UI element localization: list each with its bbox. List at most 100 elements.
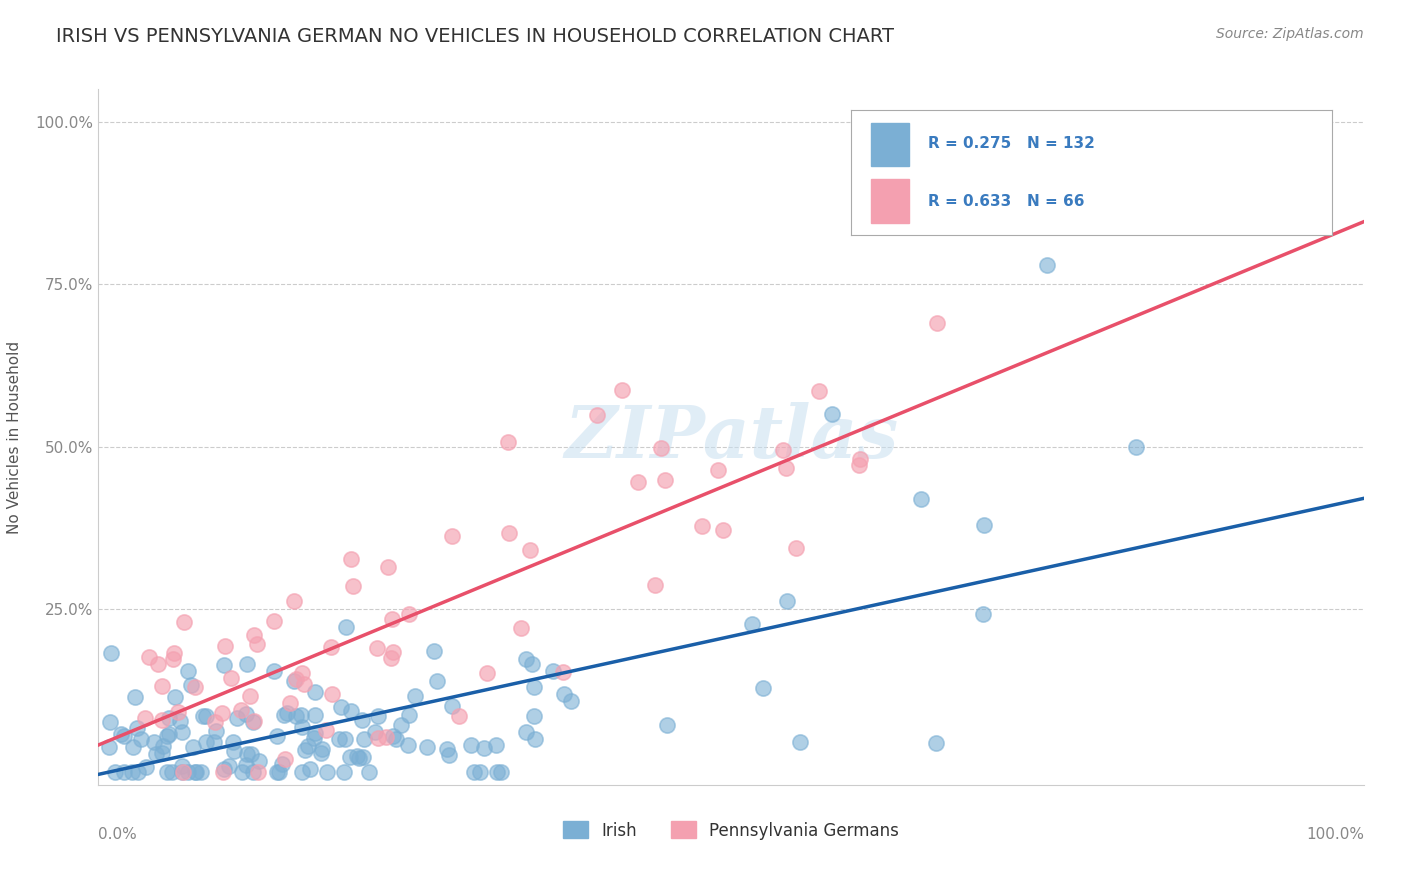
Irish bbox=[190, 764, 212, 779]
Irish bbox=[523, 708, 546, 723]
Pennsylvania Germans bbox=[243, 628, 266, 642]
Irish bbox=[352, 749, 374, 764]
Irish bbox=[247, 754, 270, 768]
Pennsylvania Germans bbox=[711, 523, 734, 537]
Pennsylvania Germans bbox=[519, 543, 541, 558]
Irish bbox=[236, 657, 259, 671]
Irish bbox=[150, 746, 173, 760]
Irish bbox=[134, 760, 156, 774]
Irish bbox=[98, 714, 121, 729]
Irish bbox=[170, 759, 193, 773]
Irish bbox=[1125, 440, 1147, 454]
Irish bbox=[330, 699, 353, 714]
Pennsylvania Germans bbox=[172, 764, 194, 779]
Irish bbox=[553, 687, 575, 701]
Text: 100.0%: 100.0% bbox=[1306, 827, 1364, 842]
Pennsylvania Germans bbox=[849, 451, 872, 466]
Irish bbox=[515, 725, 537, 739]
Pennsylvania Germans bbox=[319, 640, 342, 654]
Text: 0.0%: 0.0% bbox=[98, 827, 138, 842]
Pennsylvania Germans bbox=[380, 651, 402, 665]
Text: ZIPatlas: ZIPatlas bbox=[564, 401, 898, 473]
Irish bbox=[104, 764, 127, 779]
Irish bbox=[381, 729, 404, 743]
Irish bbox=[304, 684, 326, 698]
Pennsylvania Germans bbox=[214, 639, 236, 653]
Irish bbox=[212, 762, 235, 776]
Irish bbox=[367, 708, 389, 723]
Irish bbox=[304, 708, 326, 723]
Irish bbox=[226, 711, 249, 725]
Pennsylvania Germans bbox=[166, 705, 188, 719]
Irish bbox=[973, 517, 995, 532]
Pennsylvania Germans bbox=[477, 665, 499, 680]
Pennsylvania Germans bbox=[654, 473, 676, 487]
Irish bbox=[302, 731, 325, 746]
Irish bbox=[350, 713, 373, 727]
Pennsylvania Germans bbox=[229, 703, 252, 717]
Irish bbox=[283, 674, 305, 689]
Irish bbox=[284, 709, 307, 723]
Pennsylvania Germans bbox=[342, 579, 364, 593]
Irish bbox=[523, 681, 546, 695]
Irish bbox=[125, 721, 148, 735]
Pennsylvania Germans bbox=[315, 723, 337, 738]
Irish bbox=[297, 739, 319, 753]
Pennsylvania Germans bbox=[380, 612, 402, 626]
Irish bbox=[485, 764, 508, 779]
Irish bbox=[271, 757, 294, 772]
Pennsylvania Germans bbox=[292, 677, 315, 691]
Pennsylvania Germans bbox=[509, 621, 531, 635]
Irish bbox=[235, 707, 257, 722]
Pennsylvania Germans bbox=[148, 657, 170, 671]
Irish bbox=[177, 664, 200, 678]
Irish bbox=[180, 678, 202, 692]
Irish bbox=[242, 764, 264, 779]
Irish bbox=[340, 704, 363, 718]
Irish bbox=[195, 735, 218, 749]
Irish bbox=[100, 646, 122, 660]
Irish bbox=[333, 732, 356, 747]
Irish bbox=[335, 620, 357, 634]
Irish bbox=[124, 690, 146, 705]
Irish bbox=[121, 764, 143, 779]
Pennsylvania Germans bbox=[644, 578, 666, 592]
Irish bbox=[304, 726, 326, 740]
Irish bbox=[276, 706, 298, 720]
Irish bbox=[212, 657, 235, 672]
Pennsylvania Germans bbox=[211, 706, 233, 720]
Pennsylvania Germans bbox=[366, 641, 388, 656]
Pennsylvania Germans bbox=[219, 671, 242, 685]
Irish bbox=[231, 764, 253, 779]
Irish bbox=[112, 764, 135, 779]
Irish bbox=[163, 690, 186, 704]
Irish bbox=[524, 732, 547, 747]
Pennsylvania Germans bbox=[626, 475, 648, 490]
Irish bbox=[169, 714, 191, 728]
Irish bbox=[515, 652, 537, 666]
Irish bbox=[218, 759, 240, 773]
Irish bbox=[186, 764, 208, 779]
Text: Source: ZipAtlas.com: Source: ZipAtlas.com bbox=[1216, 27, 1364, 41]
Irish bbox=[398, 707, 420, 722]
Pennsylvania Germans bbox=[263, 615, 285, 629]
Irish bbox=[489, 764, 512, 779]
Irish bbox=[460, 738, 482, 752]
Pennsylvania Germans bbox=[204, 714, 226, 729]
Pennsylvania Germans bbox=[367, 731, 389, 745]
Irish bbox=[333, 764, 356, 779]
Pennsylvania Germans bbox=[291, 666, 314, 681]
Irish bbox=[239, 747, 262, 762]
Irish bbox=[741, 616, 763, 631]
Irish bbox=[311, 742, 333, 756]
Irish bbox=[184, 764, 207, 779]
Irish bbox=[347, 751, 370, 765]
Irish bbox=[110, 726, 132, 740]
Pennsylvania Germans bbox=[246, 637, 269, 651]
Irish bbox=[423, 644, 446, 658]
Irish bbox=[821, 407, 844, 421]
Pennsylvania Germans bbox=[772, 442, 794, 457]
Irish bbox=[172, 764, 194, 779]
Irish bbox=[776, 593, 799, 607]
Irish bbox=[235, 758, 257, 772]
